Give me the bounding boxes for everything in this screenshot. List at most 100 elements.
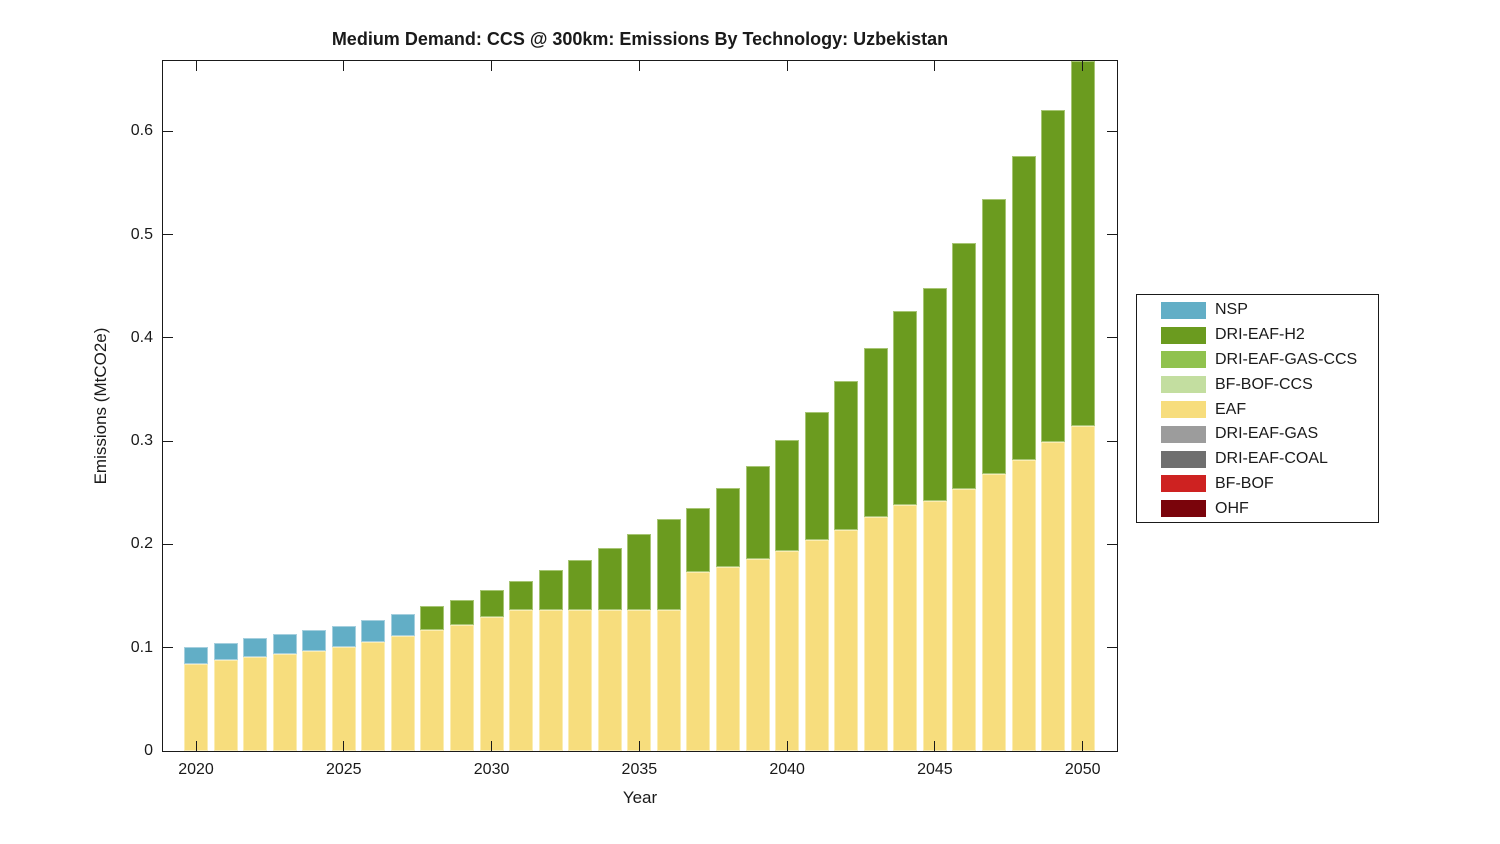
y-axis-label-text: Emissions (MtCO2e) — [91, 327, 110, 485]
y-tick-mark-0.1-left — [163, 647, 173, 649]
bar-segment-NSP-2023 — [272, 634, 297, 654]
y-tick-mark-0.6-right — [1107, 130, 1117, 132]
legend-label-NSP: NSP — [1215, 301, 1248, 319]
x-tick-mark-2020-top — [195, 61, 197, 71]
legend-swatch-OHF — [1161, 500, 1206, 518]
legend-label-BF-BOF-CCS: BF-BOF-CCS — [1215, 375, 1313, 393]
bar-segment-DRI-EAF-H2-2040 — [775, 440, 800, 551]
legend-swatch-BF-BOF — [1161, 475, 1206, 493]
x-tick-mark-2045-bottom — [934, 741, 936, 751]
bar-segment-EAF-2045 — [922, 501, 947, 751]
bar-segment-EAF-2049 — [1041, 442, 1066, 751]
legend: NSP DRI-EAF-H2 DRI-EAF-GAS-CCS BF-BOF-CCS EA… — [1136, 294, 1379, 523]
bar-segment-EAF-2027 — [390, 636, 415, 751]
legend-swatch-DRI-EAF-H2 — [1161, 326, 1206, 344]
legend-item-DRI-EAF-GAS: DRI-EAF-GAS — [1137, 422, 1378, 447]
bar-segment-EAF-2021 — [213, 660, 238, 751]
bar-segment-DRI-EAF-H2-2045 — [922, 288, 947, 502]
legend-swatch-NSP — [1161, 301, 1206, 319]
legend-swatch-BF-BOF-CCS — [1161, 376, 1206, 394]
bar-segment-DRI-EAF-H2-2044 — [893, 310, 918, 506]
y-tick-label-0.5: 0.5 — [130, 225, 153, 243]
legend-label-BF-BOF: BF-BOF — [1215, 474, 1274, 492]
x-tick-label-2025: 2025 — [325, 761, 362, 778]
x-axis-label: Year — [622, 788, 658, 807]
y-tick-mark-0-left — [163, 750, 173, 751]
x-tick-mark-2025-top — [343, 61, 345, 71]
bar-segment-DRI-EAF-H2-2041 — [804, 412, 829, 541]
bar-segment-DRI-EAF-H2-2043 — [863, 348, 888, 517]
legend-item-DRI-EAF-H2: DRI-EAF-H2 — [1137, 323, 1378, 348]
bar-segment-DRI-EAF-H2-2047 — [982, 199, 1007, 475]
x-tick-mark-2020-bottom — [195, 741, 197, 751]
bar-segment-EAF-2029 — [450, 624, 474, 751]
bar-segment-EAF-2035 — [627, 609, 652, 751]
bar-segment-EAF-2034 — [597, 609, 622, 751]
x-tick-mark-2040-top — [786, 61, 788, 71]
x-tick-mark-2050-bottom — [1082, 741, 1084, 751]
x-tick-mark-2025-bottom — [343, 741, 345, 751]
y-tick-mark-0.5-left — [163, 234, 173, 236]
legend-swatch-DRI-EAF-COAL — [1161, 450, 1206, 468]
x-tick-label-2040: 2040 — [769, 761, 805, 778]
x-tick-mark-2030-bottom — [491, 741, 493, 751]
bar-segment-NSP-2024 — [302, 630, 327, 651]
bar-segment-EAF-2031 — [509, 609, 534, 751]
bar-segment-DRI-EAF-H2-2036 — [656, 518, 681, 610]
y-tick-label-0.4: 0.4 — [130, 328, 153, 346]
x-tick-mark-2050-top — [1082, 61, 1084, 71]
y-tick-mark-0.5-right — [1107, 234, 1117, 236]
bar-segment-DRI-EAF-H2-2046 — [952, 242, 977, 489]
y-tick-mark-0.2-right — [1107, 543, 1117, 545]
x-tick-label-2045: 2045 — [917, 761, 953, 778]
bar-segment-DRI-EAF-H2-2035 — [627, 534, 652, 610]
bar-segment-DRI-EAF-H2-2029 — [450, 600, 474, 625]
bar-segment-DRI-EAF-H2-2032 — [538, 570, 563, 610]
bar-segment-EAF-2038 — [716, 567, 741, 751]
x-tick-label-2020: 2020 — [178, 761, 214, 778]
legend-label-DRI-EAF-COAL: DRI-EAF-COAL — [1215, 450, 1328, 468]
bar-segment-EAF-2048 — [1011, 459, 1036, 751]
legend-swatch-EAF — [1161, 401, 1206, 419]
y-tick-label-0.2: 0.2 — [130, 535, 153, 553]
bar-segment-EAF-2022 — [243, 657, 268, 751]
bar-segment-NSP-2026 — [361, 619, 386, 642]
y-tick-mark-0-right — [1107, 750, 1117, 751]
bar-segment-EAF-2028 — [420, 630, 445, 751]
x-tick-mark-2045-top — [934, 61, 936, 71]
x-tick-label-2030: 2030 — [473, 761, 510, 778]
bar-segment-DRI-EAF-H2-2039 — [745, 465, 770, 559]
bar-segment-DRI-EAF-H2-2031 — [509, 580, 534, 610]
y-tick-mark-0.3-right — [1107, 440, 1117, 442]
y-tick-mark-0.6-left — [163, 130, 173, 132]
bar-segment-EAF-2050 — [1070, 425, 1095, 751]
y-tick-mark-0.4-right — [1107, 337, 1117, 339]
bar-segment-EAF-2040 — [775, 550, 800, 751]
bar-segment-DRI-EAF-H2-2028 — [420, 606, 445, 631]
x-tick-mark-2035-top — [638, 61, 640, 71]
legend-label-DRI-EAF-H2: DRI-EAF-H2 — [1215, 326, 1305, 344]
legend-item-OHF: OHF — [1137, 496, 1378, 521]
y-tick-mark-0.4-left — [163, 337, 173, 339]
y-tick-label-0.6: 0.6 — [130, 122, 153, 140]
legend-swatch-DRI-EAF-GAS — [1161, 425, 1206, 443]
legend-item-BF-BOF: BF-BOF — [1137, 472, 1378, 497]
legend-label-DRI-EAF-GAS-CCS: DRI-EAF-GAS-CCS — [1215, 350, 1358, 368]
bar-segment-DRI-EAF-H2-2034 — [597, 547, 622, 610]
bar-segment-DRI-EAF-H2-2030 — [479, 589, 504, 617]
bar-segment-DRI-EAF-H2-2050 — [1070, 61, 1095, 426]
bar-segment-NSP-2025 — [331, 626, 356, 647]
bar-segment-EAF-2044 — [893, 505, 918, 751]
bar-segment-NSP-2027 — [390, 613, 415, 637]
bar-segment-EAF-2041 — [804, 540, 829, 751]
bar-segment-EAF-2026 — [361, 641, 386, 751]
x-tick-label-2035: 2035 — [621, 761, 658, 778]
y-tick-label-0: 0 — [144, 742, 153, 759]
legend-swatch-DRI-EAF-GAS-CCS — [1161, 351, 1206, 369]
bar-segment-EAF-2025 — [331, 646, 356, 751]
y-tick-mark-0.2-left — [163, 543, 173, 545]
legend-item-EAF: EAF — [1137, 397, 1378, 422]
bar-segment-DRI-EAF-H2-2048 — [1011, 156, 1036, 460]
legend-item-BF-BOF-CCS: BF-BOF-CCS — [1137, 372, 1378, 397]
